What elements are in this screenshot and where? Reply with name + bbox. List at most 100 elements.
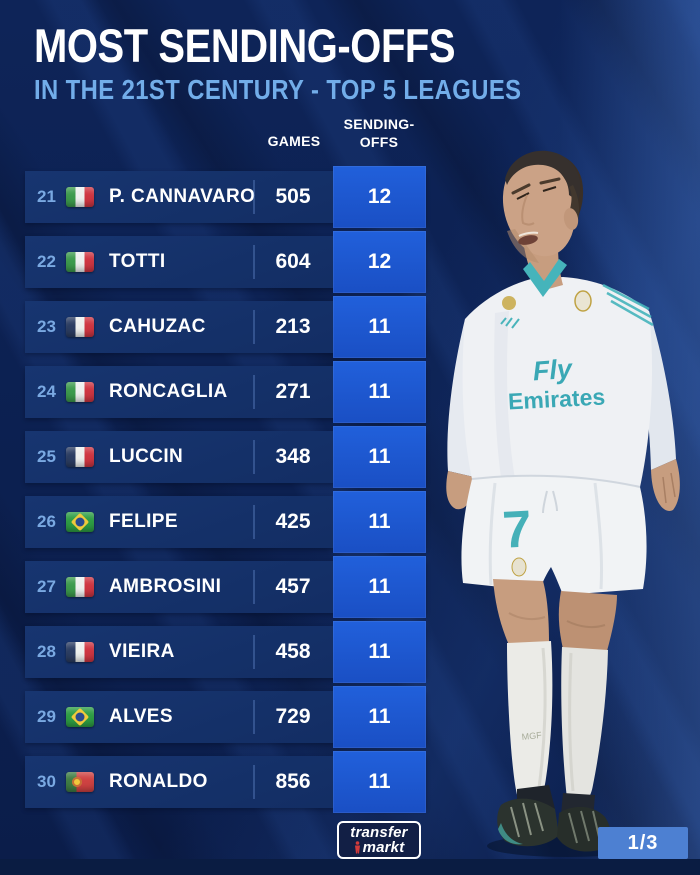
sending-offs-value: 11 [333,361,426,423]
player-name: AMBROSINI [109,576,222,597]
player-name: P. CANNAVARO [109,186,256,207]
games-value: 604 [275,250,311,273]
table-row: 23 CAHUZAC 213 11 [25,296,426,358]
shorts-number: 7 [501,500,533,559]
player-head [502,150,584,263]
transfermarkt-logo: transfer markt [337,821,421,859]
transfermarkt-logo-line2: markt [362,839,405,856]
games-value: 348 [275,445,311,468]
column-divider [253,505,255,539]
column-divider [253,570,255,604]
column-header-sending-offs: SENDING-OFFS [343,116,415,150]
sending-offs-value: 11 [333,296,426,358]
right-sock [561,647,608,803]
table-row: 24 RONCAGLIA 271 11 [25,361,426,423]
flag-italy-icon [66,382,94,402]
player-name: CAHUZAC [109,316,206,337]
column-divider [253,310,255,344]
column-divider [253,245,255,279]
table-row: 26 FELIPE 425 11 [25,491,426,553]
rank-label: 25 [37,447,56,466]
column-header-games: GAMES [267,133,321,149]
games-value: 729 [275,705,311,728]
flag-brazil-icon [66,512,94,532]
rank-label: 21 [37,187,56,206]
sending-offs-value: 11 [333,491,426,553]
jersey-sponsor-line1: Fly [532,354,575,387]
table-row: 29 ALVES 729 11 [25,686,426,748]
rank-label: 29 [37,707,56,726]
rank-label: 23 [37,317,56,336]
flag-portugal-icon [66,772,94,792]
table-row: 28 VIEIRA 458 11 [25,621,426,683]
right-hand [651,459,680,511]
table-row: 22 TOTTI 604 12 [25,231,426,293]
games-value: 271 [275,380,311,403]
shorts-crest [511,557,527,577]
jersey-sponsor-line2: Emirates [507,383,605,414]
rank-label: 27 [37,577,56,596]
games-value: 505 [275,185,311,208]
player-name: TOTTI [109,251,166,272]
collar-trim [523,259,567,297]
page-indicator-badge: 1/3 [598,827,688,859]
sending-offs-value: 11 [333,751,426,813]
player-name: RONCAGLIA [109,381,228,402]
bottom-strip [0,859,700,875]
column-divider [253,375,255,409]
sending-offs-value: 11 [333,426,426,488]
sock-text: MGF [521,730,542,742]
games-value: 458 [275,640,311,663]
rank-label: 24 [37,382,56,401]
flag-italy-icon [66,577,94,597]
left-hand [446,471,474,510]
page-subtitle: IN THE 21ST CENTURY - TOP 5 LEAGUES [34,73,522,105]
table-row: 30 RONALDO 856 11 [25,751,426,813]
page-title: MOST SENDING-OFFS [34,19,456,72]
player-name: LUCCIN [109,446,184,467]
flag-italy-icon [66,252,94,272]
flag-brazil-icon [66,707,94,727]
column-divider [253,635,255,669]
games-value: 856 [275,770,311,793]
column-divider [253,440,255,474]
column-divider [253,765,255,799]
sending-offs-value: 12 [333,231,426,293]
jersey [462,277,653,487]
champions-badge [502,296,516,310]
table-row: 27 AMBROSINI 457 11 [25,556,426,618]
mouth [518,235,538,245]
sending-offs-value: 11 [333,556,426,618]
rank-label: 22 [37,252,56,271]
games-value: 457 [275,575,311,598]
player-name: RONALDO [109,771,208,792]
player-name: VIEIRA [109,641,175,662]
header-block: MOST SENDING-OFFS IN THE 21ST CENTURY - … [34,20,607,104]
flag-italy-icon [66,187,94,207]
table-rows: 21 P. CANNAVARO 505 12 22 TOTTI 604 12 2… [25,166,426,821]
games-value: 425 [275,510,311,533]
ear [563,208,579,230]
transfermarkt-logo-line1: transfer [350,824,408,841]
column-divider [253,700,255,734]
sending-offs-value: 12 [333,166,426,228]
referee-figure-icon [354,841,360,854]
column-divider [253,180,255,214]
games-value: 213 [275,315,311,338]
player-photo: Fly Emirates 7 MGF [446,150,680,857]
flag-france-icon [66,642,94,662]
sending-offs-value: 11 [333,686,426,748]
table-row: 25 LUCCIN 348 11 [25,426,426,488]
adidas-logo [500,317,520,329]
rank-label: 28 [37,642,56,661]
club-crest [574,290,592,312]
flag-france-icon [66,317,94,337]
rank-label: 26 [37,512,56,531]
sending-offs-value: 11 [333,621,426,683]
player-name: ALVES [109,706,173,727]
rank-label: 30 [37,772,56,791]
player-name: FELIPE [109,511,178,532]
flag-france-icon [66,447,94,467]
table-row: 21 P. CANNAVARO 505 12 [25,166,426,228]
